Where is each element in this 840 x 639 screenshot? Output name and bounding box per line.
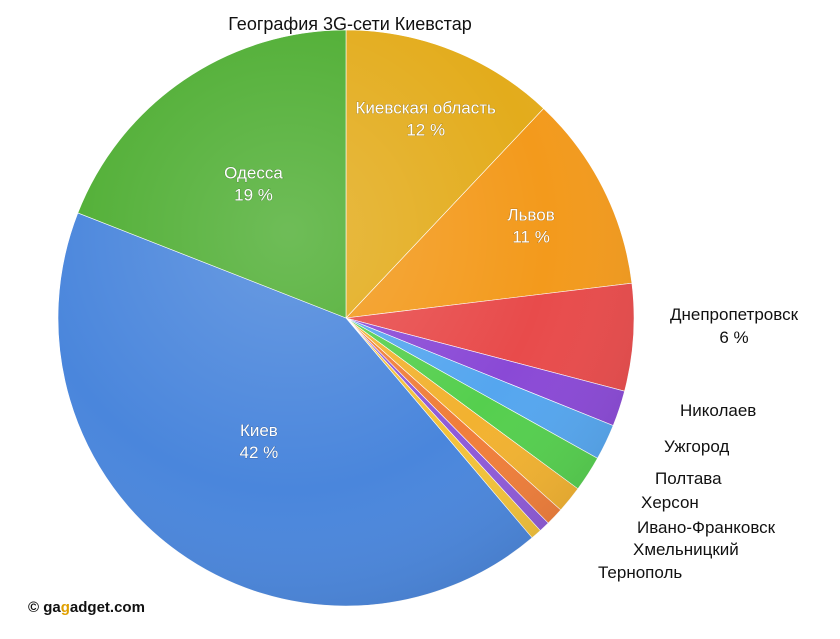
slice-label-1: Львов 11 %	[507, 206, 554, 247]
watermark: © gagadget.com	[28, 599, 145, 616]
watermark-prefix: © ga	[28, 599, 61, 616]
slice-label-8: Хмельницкий	[633, 540, 739, 559]
slice-label-2: Днепропетровск 6 %	[670, 305, 799, 347]
watermark-accent: g	[60, 599, 70, 616]
slice-label-6: Херсон	[641, 493, 699, 512]
slice-label-5: Полтава	[655, 469, 722, 488]
slice-label-10: Киев 42 %	[240, 421, 279, 462]
pie-labels: Киевская область 12 % Львов 11 % Днепропетро…	[224, 98, 799, 582]
slice-label-7: Ивано-Франковск	[637, 518, 776, 537]
watermark-suffix: adget.com	[69, 599, 145, 616]
pie-slices	[57, 29, 635, 607]
slice-label-3: Николаев	[680, 401, 756, 420]
slice-label-9: Тернополь	[598, 563, 682, 582]
slice-label-11: Одесса 19 %	[224, 163, 283, 204]
slice-label-4: Ужгород	[664, 437, 729, 456]
chart-title: География 3G-сети Киевстар	[228, 14, 472, 34]
slice-label-0: Киевская область 12 %	[356, 98, 496, 139]
